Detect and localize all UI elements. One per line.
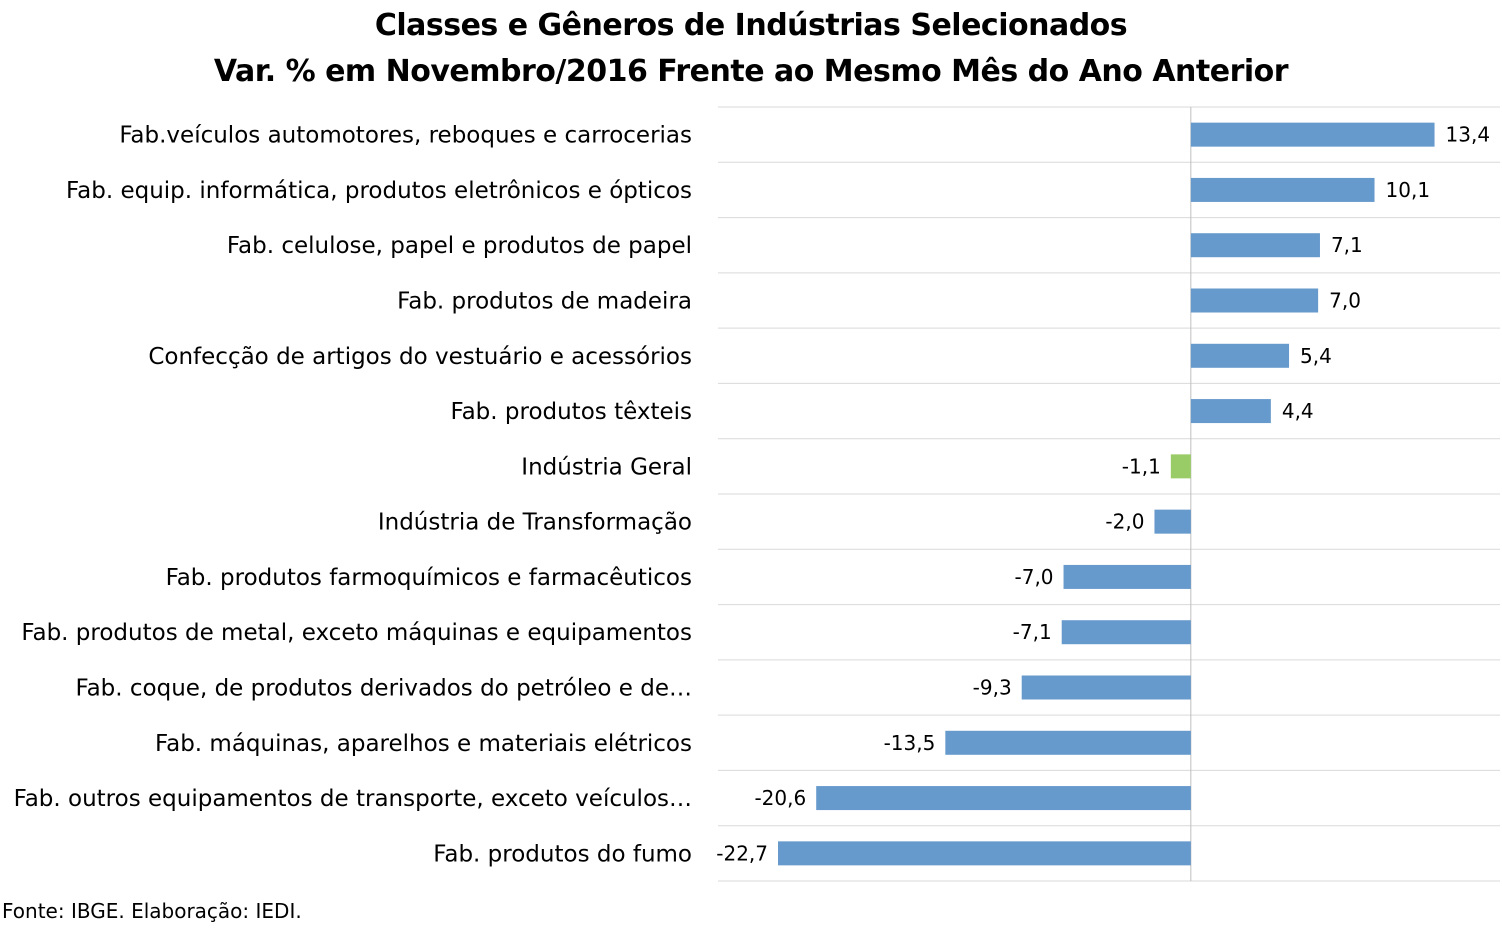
- category-label: Fab.veículos automotores, reboques e car…: [119, 123, 692, 149]
- bar: [1190, 343, 1290, 368]
- bar: [1021, 675, 1191, 700]
- bar: [945, 730, 1191, 755]
- bar: [1063, 564, 1191, 589]
- category-label: Fab. celulose, papel e produtos de papel: [227, 233, 692, 259]
- category-label: Confecção de artigos do vestuário e aces…: [148, 344, 692, 370]
- category-label: Fab. produtos de madeira: [397, 289, 692, 315]
- data-label: -2,0: [1105, 510, 1144, 534]
- data-label: 4,4: [1282, 399, 1314, 423]
- bar: [1190, 177, 1375, 202]
- bar: [1190, 122, 1435, 147]
- bar: [1061, 620, 1191, 645]
- category-label: Fab. outros equipamentos de transporte, …: [14, 786, 692, 812]
- category-label: Fab. produtos do fumo: [433, 841, 692, 867]
- chart-title: Classes e Gêneros de Indústrias Selecion…: [374, 8, 1128, 43]
- data-label: -7,0: [1015, 565, 1054, 589]
- category-label: Indústria de Transformação: [378, 510, 692, 536]
- data-label: -13,5: [884, 731, 936, 755]
- category-label: Indústria Geral: [521, 454, 692, 480]
- category-label: Fab. produtos farmoquímicos e farmacêuti…: [166, 565, 692, 591]
- data-label: -9,3: [973, 676, 1012, 700]
- category-label: Fab. produtos de metal, exceto máquinas …: [21, 620, 692, 646]
- bar: [1154, 509, 1191, 534]
- data-label: 7,1: [1331, 233, 1363, 257]
- data-label: 7,0: [1329, 289, 1361, 313]
- data-label: -22,7: [716, 841, 768, 865]
- bar: [778, 841, 1191, 866]
- category-label: Fab. produtos têxteis: [450, 399, 692, 425]
- chart-subtitle: Var. % em Novembro/2016 Frente ao Mesmo …: [213, 54, 1289, 89]
- data-label: 13,4: [1446, 123, 1491, 147]
- data-label: -20,6: [754, 786, 806, 810]
- data-label: 5,4: [1300, 344, 1332, 368]
- category-label: Fab. máquinas, aparelhos e materiais elé…: [155, 731, 692, 757]
- data-label: 10,1: [1386, 178, 1431, 202]
- source-note: Fonte: IBGE. Elaboração: IEDI.: [2, 899, 302, 923]
- data-label: -1,1: [1122, 454, 1161, 478]
- bar: [1190, 288, 1319, 313]
- bar: [816, 786, 1191, 811]
- bar: [1190, 233, 1320, 258]
- bar: [1190, 399, 1271, 424]
- data-label: -7,1: [1013, 620, 1052, 644]
- bar: [1170, 454, 1191, 479]
- category-label: Fab. equip. informática, produtos eletrô…: [66, 178, 692, 204]
- category-label: Fab. coque, de produtos derivados do pet…: [75, 676, 692, 702]
